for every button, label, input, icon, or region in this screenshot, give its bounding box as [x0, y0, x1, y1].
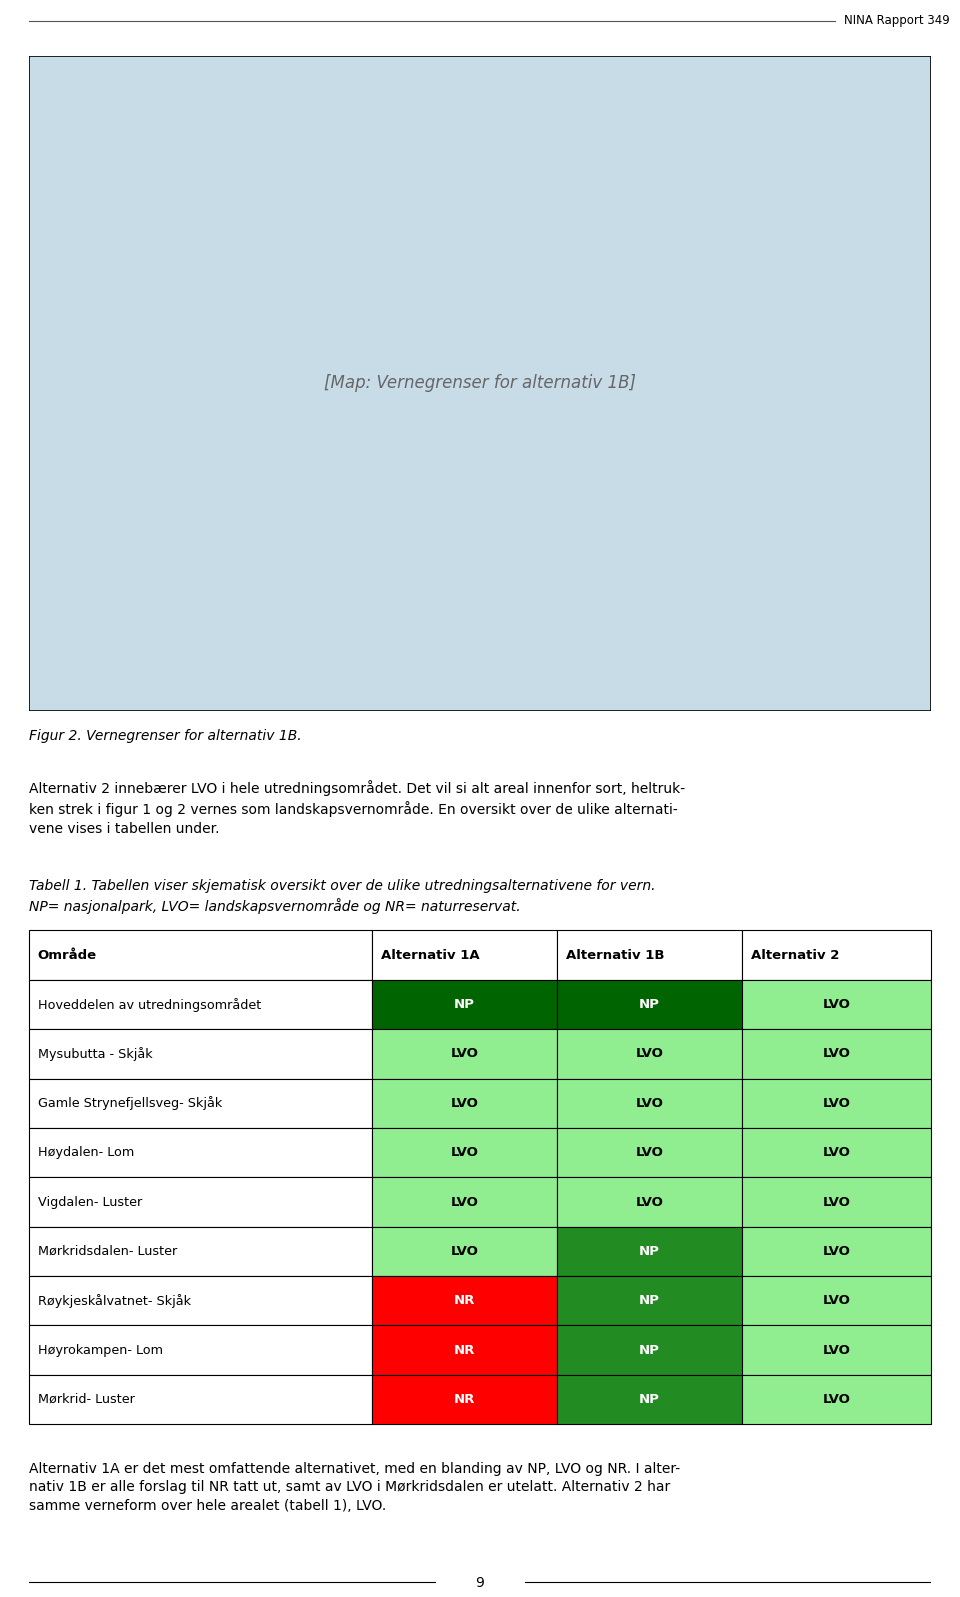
Bar — [557, 1127, 742, 1177]
Text: LVO: LVO — [450, 1048, 478, 1060]
Text: NR: NR — [453, 1294, 475, 1308]
Text: Alternativ 2 innebærer LVO i hele utredningsområdet. Det vil si alt areal innenf: Alternativ 2 innebærer LVO i hele utredn… — [29, 781, 684, 835]
Bar — [372, 1226, 557, 1276]
Text: 9: 9 — [475, 1576, 485, 1591]
Text: NP: NP — [638, 1294, 660, 1308]
Bar — [372, 1177, 557, 1226]
Bar — [372, 1028, 557, 1078]
Text: NINA Rapport 349: NINA Rapport 349 — [844, 14, 950, 27]
Text: Mysubutta - Skjåk: Mysubutta - Skjåk — [37, 1048, 153, 1060]
Bar — [742, 1078, 931, 1127]
Bar — [557, 1326, 742, 1375]
Bar — [29, 1375, 372, 1425]
Text: LVO: LVO — [636, 1097, 663, 1110]
Text: LVO: LVO — [823, 1048, 851, 1060]
Text: Tabell 1. Tabellen viser skjematisk oversikt over de ulike utredningsalternative: Tabell 1. Tabellen viser skjematisk over… — [29, 880, 656, 915]
Bar — [742, 931, 931, 981]
Bar — [742, 981, 931, 1028]
Text: LVO: LVO — [823, 1294, 851, 1308]
Bar — [742, 1326, 931, 1375]
Bar — [742, 1226, 931, 1276]
Text: LVO: LVO — [636, 1048, 663, 1060]
Bar — [742, 1276, 931, 1326]
Text: Mørkrid- Luster: Mørkrid- Luster — [37, 1393, 134, 1405]
Text: Høyrokampen- Lom: Høyrokampen- Lom — [37, 1343, 163, 1357]
Bar — [557, 981, 742, 1028]
Bar — [557, 1177, 742, 1226]
Bar — [29, 1276, 372, 1326]
Text: NR: NR — [453, 1393, 475, 1405]
Text: NP: NP — [638, 1343, 660, 1357]
Text: Vigdalen- Luster: Vigdalen- Luster — [37, 1196, 142, 1209]
Text: Alternativ 1A er det mest omfattende alternativet, med en blanding av NP, LVO og: Alternativ 1A er det mest omfattende alt… — [29, 1463, 680, 1512]
Bar — [557, 1226, 742, 1276]
Bar — [29, 1226, 372, 1276]
Text: Røykjeskålvatnet- Skjåk: Røykjeskålvatnet- Skjåk — [37, 1294, 191, 1308]
Bar — [742, 1177, 931, 1226]
Bar — [29, 1078, 372, 1127]
Bar — [742, 1375, 931, 1425]
Text: LVO: LVO — [636, 1147, 663, 1159]
Bar — [372, 1127, 557, 1177]
Bar — [29, 1326, 372, 1375]
Text: Alternativ 1B: Alternativ 1B — [565, 949, 664, 961]
Text: LVO: LVO — [450, 1147, 478, 1159]
Bar — [372, 1078, 557, 1127]
Text: LVO: LVO — [823, 998, 851, 1011]
Bar — [29, 1127, 372, 1177]
Bar — [557, 1276, 742, 1326]
Text: NP: NP — [638, 998, 660, 1011]
Bar — [742, 1127, 931, 1177]
Text: Høydalen- Lom: Høydalen- Lom — [37, 1147, 134, 1159]
Bar — [29, 1177, 372, 1226]
Text: [Map: Vernegrenser for alternativ 1B]: [Map: Vernegrenser for alternativ 1B] — [324, 374, 636, 393]
Bar — [557, 1375, 742, 1425]
Bar — [557, 931, 742, 981]
Bar — [372, 931, 557, 981]
Text: LVO: LVO — [823, 1196, 851, 1209]
Bar — [557, 1078, 742, 1127]
Bar — [372, 1326, 557, 1375]
Text: NP: NP — [638, 1246, 660, 1258]
Text: NP: NP — [454, 998, 474, 1011]
Text: Gamle Strynefjellsveg- Skjåk: Gamle Strynefjellsveg- Skjåk — [37, 1096, 222, 1110]
Text: LVO: LVO — [823, 1393, 851, 1405]
Text: Mørkridsdalen- Luster: Mørkridsdalen- Luster — [37, 1246, 177, 1258]
Text: LVO: LVO — [823, 1343, 851, 1357]
Text: LVO: LVO — [450, 1097, 478, 1110]
Bar — [29, 981, 372, 1028]
Text: NP: NP — [638, 1393, 660, 1405]
Bar — [29, 1028, 372, 1078]
Text: LVO: LVO — [823, 1097, 851, 1110]
Bar — [29, 931, 372, 981]
Text: NR: NR — [453, 1343, 475, 1357]
Text: Hoveddelen av utredningsområdet: Hoveddelen av utredningsområdet — [37, 998, 261, 1011]
Text: LVO: LVO — [450, 1246, 478, 1258]
Bar — [557, 1028, 742, 1078]
Text: Figur 2. Vernegrenser for alternativ 1B.: Figur 2. Vernegrenser for alternativ 1B. — [29, 730, 301, 743]
Text: Alternativ 1A: Alternativ 1A — [381, 949, 479, 961]
Bar — [372, 981, 557, 1028]
Bar — [742, 1028, 931, 1078]
Text: LVO: LVO — [823, 1147, 851, 1159]
Text: LVO: LVO — [823, 1246, 851, 1258]
Text: LVO: LVO — [450, 1196, 478, 1209]
Text: LVO: LVO — [636, 1196, 663, 1209]
Text: Alternativ 2: Alternativ 2 — [751, 949, 839, 961]
Bar — [372, 1276, 557, 1326]
Text: Område: Område — [37, 949, 97, 961]
Bar — [372, 1375, 557, 1425]
